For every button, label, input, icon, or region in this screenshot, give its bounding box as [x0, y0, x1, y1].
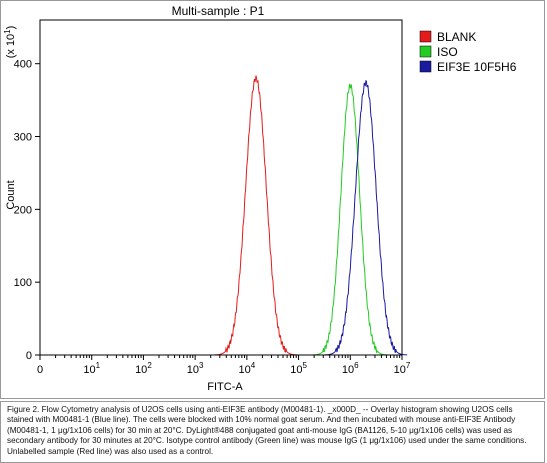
- plot-frame: [39, 19, 403, 356]
- legend-swatch-1: [419, 30, 432, 43]
- x-tick-label: 106: [342, 361, 359, 376]
- y-axis-label: Count: [5, 180, 17, 209]
- histogram-series-3: [324, 79, 408, 356]
- histogram-series-2: [313, 83, 388, 356]
- x-tick-label: 101: [83, 361, 100, 376]
- y-tick-label: 100: [14, 277, 32, 289]
- histogram-series-1: [214, 75, 298, 356]
- y-tick-label: 0: [26, 350, 32, 362]
- x-tick-label: 102: [135, 361, 152, 376]
- histogram-fill-1: [215, 76, 298, 355]
- x-tick-label: 0: [37, 364, 43, 376]
- x-tick-label: 104: [239, 361, 256, 376]
- legend-label-1: BLANK: [437, 30, 476, 44]
- chart-title: Multi-sample : P1: [172, 4, 265, 18]
- y-tick-label: 200: [14, 204, 32, 216]
- y-tick-label: 300: [14, 132, 32, 144]
- flow-histogram-chart: Multi-sample : P1 (x 101) Count FITC-A 0…: [3, 4, 517, 393]
- x-axis-label: FITC-A: [207, 381, 243, 393]
- x-tick-label: 103: [187, 361, 204, 376]
- figure-caption: Figure 2. Flow Cytometry analysis of U2O…: [0, 401, 545, 463]
- y-multiplier-label: (x 101): [3, 26, 17, 59]
- y-tick-label: 400: [14, 59, 32, 71]
- legend-label-2: ISO: [437, 45, 458, 59]
- x-tick-label: 107: [394, 361, 411, 376]
- legend-label-3: EIF3E 10F5H6: [437, 60, 517, 74]
- x-tick-label: 105: [290, 361, 307, 376]
- plot-area: 0 100 200 300 400 0 101 102 103 104 105 106 107: [14, 19, 411, 376]
- legend-swatch-2: [419, 45, 432, 58]
- legend-swatch-3: [419, 60, 432, 73]
